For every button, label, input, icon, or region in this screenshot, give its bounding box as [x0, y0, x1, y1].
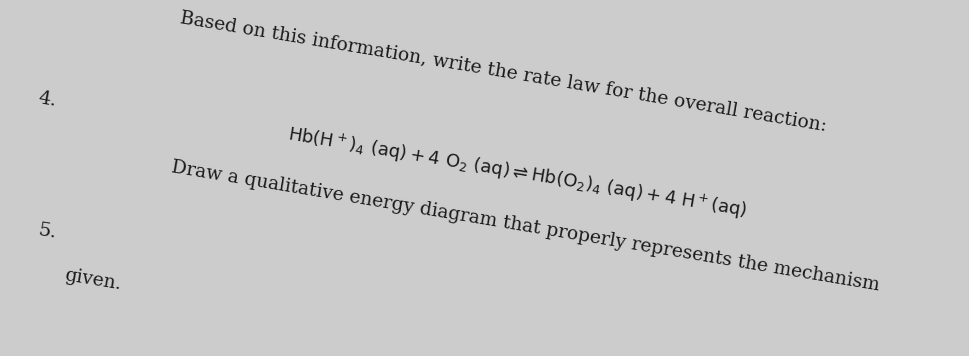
Text: Draw a qualitative energy diagram that properly represents the mechanism: Draw a qualitative energy diagram that p… [170, 158, 881, 294]
Text: $\mathrm{Hb(H^+)_4\ (aq) + 4\ O_2\ (aq) \rightleftharpoons Hb(O_2)_4\ (aq) + 4\ : $\mathrm{Hb(H^+)_4\ (aq) + 4\ O_2\ (aq) … [286, 123, 749, 222]
Text: 4.: 4. [37, 89, 58, 110]
Text: given.: given. [63, 266, 122, 293]
Text: 5.: 5. [37, 221, 58, 242]
Text: Based on this information, write the rate law for the overall reaction:: Based on this information, write the rat… [179, 8, 828, 134]
